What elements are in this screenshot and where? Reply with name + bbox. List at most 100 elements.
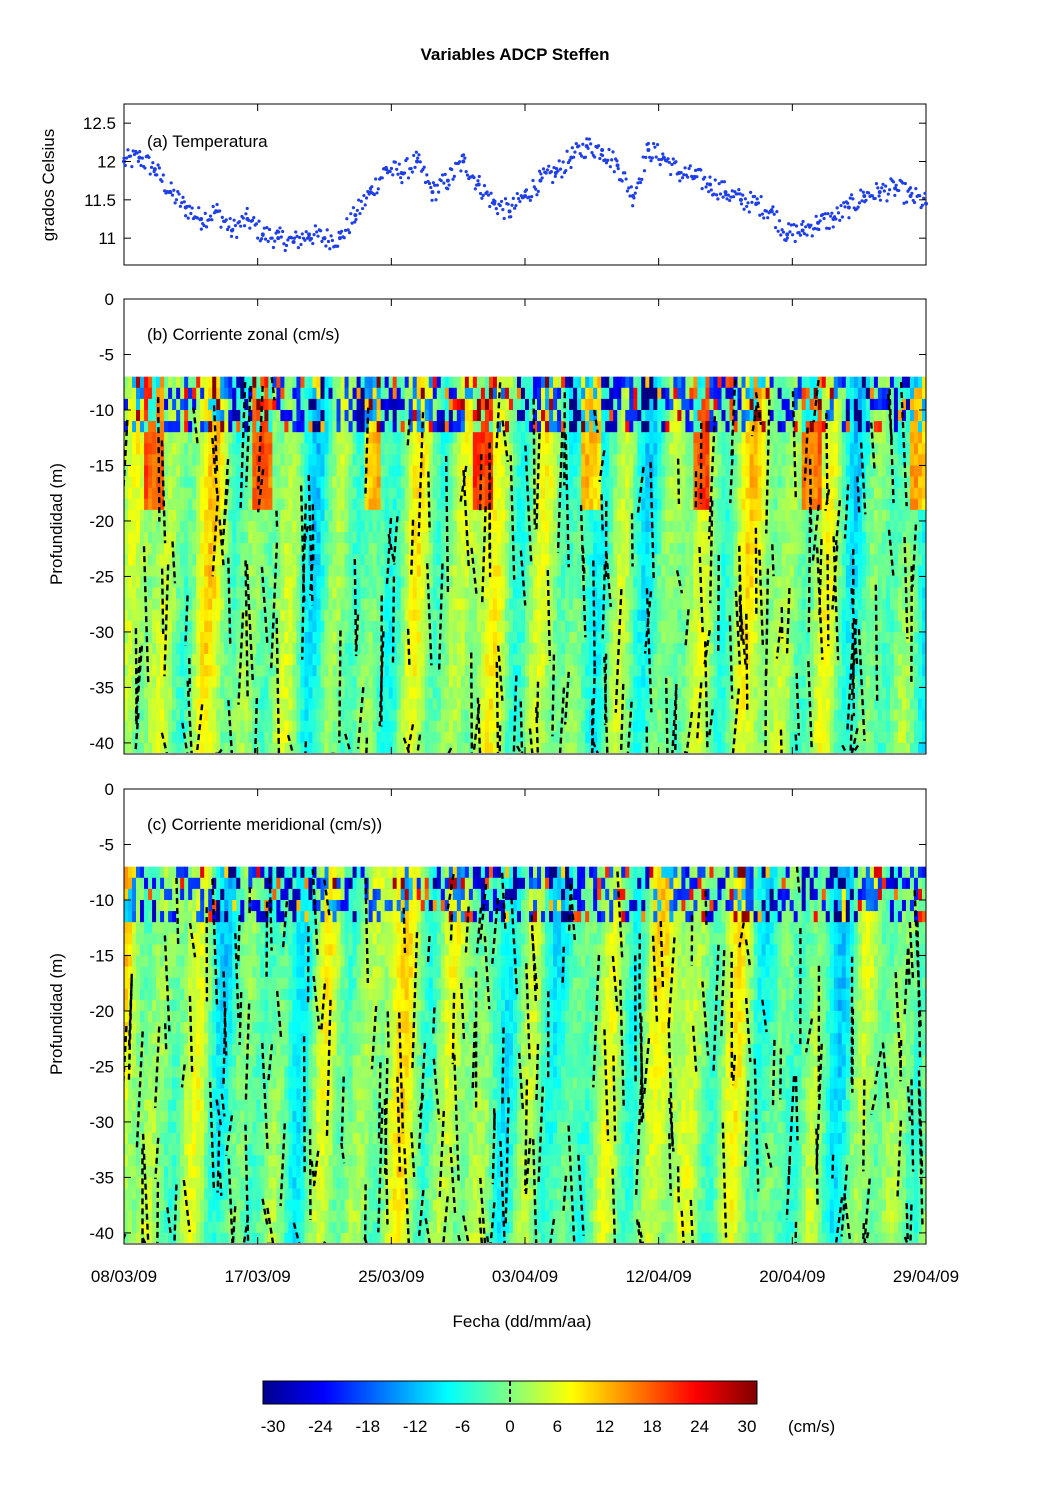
heatmap-cell (452, 509, 458, 522)
heatmap-cell (168, 387, 173, 400)
temperature-marker (355, 208, 359, 213)
heatmap-cell (609, 609, 614, 622)
heatmap-cell (216, 543, 221, 555)
heatmap-cell (152, 532, 157, 544)
heatmap-cell (172, 509, 177, 522)
temperature-marker (136, 159, 141, 163)
heatmap-cell (504, 565, 510, 578)
temperature-marker (254, 222, 259, 226)
heatmap-cell (324, 376, 330, 389)
heatmap-cell (553, 532, 558, 544)
heatmap-cell (573, 554, 578, 566)
heatmap-cell (436, 565, 442, 578)
panel-a-frame (123, 103, 927, 266)
heatmap-cell (300, 731, 306, 744)
heatmap-cell (561, 376, 566, 389)
temperature-marker (443, 172, 447, 176)
heatmap-cell (452, 643, 458, 655)
heatmap-cell (420, 742, 426, 753)
heatmap-cell (508, 421, 514, 433)
heatmap-cell (613, 620, 618, 633)
heatmap-cell (557, 432, 562, 444)
heatmap-cell (300, 487, 306, 500)
temperature-marker (473, 187, 477, 191)
heatmap-cell (208, 554, 213, 566)
heatmap-cell (440, 387, 446, 400)
heatmap-cell (188, 609, 193, 622)
heatmap-cell (296, 731, 302, 744)
heatmap-cell (380, 376, 386, 389)
heatmap-cell (589, 376, 594, 389)
heatmap-cell (617, 387, 622, 400)
heatmap-cell (428, 398, 434, 411)
heatmap-cell (208, 565, 213, 578)
heatmap-cell (348, 398, 354, 411)
heatmap-cell (236, 587, 241, 600)
heatmap-cell (533, 509, 538, 522)
temperature-marker (475, 183, 479, 187)
heatmap-cell (408, 498, 414, 511)
temperature-marker (446, 187, 450, 191)
heatmap-cell (236, 643, 241, 655)
heatmap-cell (533, 643, 538, 655)
temperature-marker (122, 156, 126, 160)
heatmap-cell (228, 587, 233, 600)
heatmap-cell (621, 643, 626, 655)
heatmap-cell (601, 665, 606, 677)
temperature-marker (461, 153, 466, 157)
temperature-marker (429, 185, 433, 190)
temperature-marker (666, 157, 670, 161)
heatmap-cell (609, 520, 614, 533)
heatmap-cell (292, 731, 298, 744)
heatmap-cell (376, 631, 382, 644)
heatmap-cell (356, 532, 362, 544)
heatmap-cell (565, 398, 570, 411)
heatmap-cell (585, 443, 590, 455)
heatmap-cell (516, 520, 522, 533)
heatmap-cell (400, 731, 406, 744)
heatmap-cell (172, 443, 177, 455)
heatmap-cell (344, 376, 350, 389)
heatmap-cell (248, 698, 253, 711)
heatmap-cell (332, 520, 338, 533)
temperature-marker (707, 190, 711, 194)
heatmap-cell (557, 665, 562, 677)
heatmap-cell (593, 409, 598, 422)
heatmap-cell (488, 509, 494, 522)
heatmap-cell (284, 576, 290, 589)
heatmap-cell (240, 742, 245, 753)
heatmap-cell (224, 709, 229, 722)
heatmap-cell (492, 432, 498, 444)
heatmap-cell (432, 687, 438, 700)
heatmap-cell (320, 698, 326, 711)
heatmap-cell (224, 409, 229, 422)
heatmap-cell (533, 665, 538, 677)
y-tick-label: 12 (97, 153, 116, 172)
heatmap-cell (376, 676, 382, 689)
heatmap-cell (160, 432, 165, 444)
heatmap-cell (569, 543, 574, 555)
heatmap-cell (460, 532, 466, 544)
heatmap-cell (252, 387, 257, 400)
temperature-marker (560, 175, 564, 179)
heatmap-cell (408, 387, 414, 400)
heatmap-cell (520, 665, 526, 677)
temperature-marker (742, 207, 746, 211)
heatmap-cell (593, 432, 598, 444)
heatmap-cell (384, 465, 390, 478)
heatmap-cell (288, 509, 294, 522)
heatmap-cell (512, 476, 518, 489)
heatmap-cell (525, 576, 530, 589)
heatmap-cell (140, 443, 145, 455)
heatmap-cell (412, 698, 418, 711)
heatmap-cell (428, 587, 434, 600)
heatmap-cell (456, 532, 462, 544)
heatmap-cell (324, 432, 330, 444)
heatmap-cell (192, 598, 197, 611)
heatmap-cell (460, 509, 466, 522)
heatmap-cell (396, 387, 402, 400)
heatmap-cell (557, 698, 562, 711)
heatmap-cell (336, 465, 342, 478)
heatmap-cell (504, 665, 510, 677)
temperature-marker (784, 238, 788, 243)
